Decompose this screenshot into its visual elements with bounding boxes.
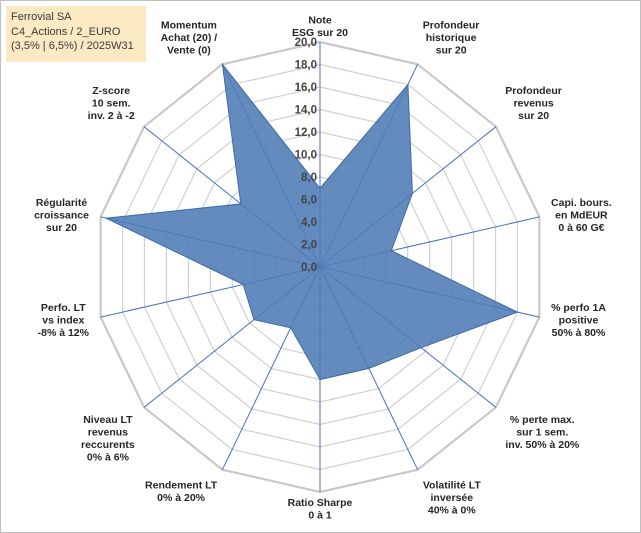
category-label-line: historique <box>426 32 477 44</box>
category-label: Rendement LT 0% à 20% <box>145 480 218 505</box>
category-label-line: Capi. bours. <box>551 197 612 209</box>
category-label-line: vs index <box>42 315 84 327</box>
category-label-line: Régularité <box>36 197 88 209</box>
tick-label: 8,0 <box>301 172 317 184</box>
tick-label: 12,0 <box>295 127 317 139</box>
category-label-line: Achat (20) / <box>161 32 218 44</box>
info-period: (3,5% | 6,5%) / 2025W31 <box>11 40 134 52</box>
category-label: % perte max. sur 1 sem. inv. 50% à 20% <box>505 414 580 451</box>
category-label-line: Momentum <box>161 20 217 32</box>
radar-series <box>104 62 519 381</box>
category-label-line: reccurents <box>81 439 135 451</box>
category-label-line: 40% à 0% <box>428 505 477 517</box>
category-label-line: positive <box>559 315 599 327</box>
tick-label: 20,0 <box>295 37 317 49</box>
category-label-line: revenus <box>513 98 553 110</box>
category-label: Régularité croissance sur 20 <box>34 197 89 234</box>
category-label-line: Volatilité LT <box>423 480 482 492</box>
category-label-line: Niveau LT <box>83 414 133 426</box>
tick-label: 4,0 <box>301 217 317 229</box>
category-label-line: sur 1 sem. <box>516 426 568 438</box>
tick-label: 16,0 <box>295 82 317 94</box>
category-label-line: inversée <box>430 492 473 504</box>
category-label: Ratio Sharpe 0 à 1 <box>288 497 353 522</box>
category-label-line: sur 20 <box>436 45 467 57</box>
category-label: % perfo 1A positive 50% à 80% <box>551 302 606 339</box>
category-label-line: 0 à 1 <box>308 510 332 522</box>
category-label-line: inv. 50% à 20% <box>505 439 580 451</box>
category-label-line: Vente (0) <box>167 45 211 57</box>
category-label-line: 0 à 60 G€ <box>558 222 604 234</box>
category-label-line: Note <box>308 15 331 27</box>
category-label: Z-score 10 sem. inv. 2 à -2 <box>88 85 135 122</box>
category-label-line: % perte max. <box>510 414 575 426</box>
category-label-line: 10 sem. <box>92 98 131 110</box>
category-label-line: Perfo. LT <box>41 302 86 314</box>
category-label-line: en MdEUR <box>555 209 608 221</box>
category-label-line: Z-score <box>92 85 130 97</box>
category-label-line: 0% à 6% <box>87 451 130 463</box>
category-label: Perfo. LT vs index -8% à 12% <box>38 302 90 339</box>
category-label-line: croissance <box>34 209 89 221</box>
radar-tick-labels: 0,0 2,0 4,0 6,0 8,0 10,0 12,0 14,0 16,0 18,0 20,0 <box>295 37 317 274</box>
info-company: Ferrovial SA <box>11 11 72 23</box>
category-label-line: Ratio Sharpe <box>288 497 353 509</box>
category-label-line: revenus <box>88 426 128 438</box>
tick-label: 6,0 <box>301 195 317 207</box>
category-label-line: Profondeur <box>423 20 480 32</box>
info-box: Ferrovial SA C4_Actions / 2_EURO (3,5% |… <box>6 6 146 62</box>
category-label: Capi. bours. en MdEUR 0 à 60 G€ <box>551 197 612 234</box>
category-label: Note ESG sur 20 <box>292 15 348 40</box>
category-label-line: 50% à 80% <box>552 327 606 339</box>
category-label-line: -8% à 12% <box>38 327 90 339</box>
category-label: Niveau LT revenus reccurents 0% à 6% <box>81 414 135 464</box>
category-label: Momentum Achat (20) / Vente (0) <box>161 20 218 57</box>
tick-label: 2,0 <box>301 240 317 252</box>
category-label-line: inv. 2 à -2 <box>88 110 135 122</box>
category-label-line: Profondeur <box>505 85 562 97</box>
tick-label: 0,0 <box>301 262 317 274</box>
info-category: C4_Actions / 2_EURO <box>11 25 121 38</box>
category-label-line: sur 20 <box>518 110 549 122</box>
category-label: Profondeur revenus sur 20 <box>505 85 562 122</box>
tick-label: 10,0 <box>295 150 317 162</box>
tick-label: 18,0 <box>295 60 317 72</box>
category-label-line: 0% à 20% <box>157 492 206 504</box>
category-label-line: % perfo 1A <box>551 302 606 314</box>
category-label-line: sur 20 <box>46 222 77 234</box>
category-label-line: ESG sur 20 <box>292 27 348 39</box>
category-label-line: Rendement LT <box>145 480 218 492</box>
category-label: Volatilité LT inversée 40% à 0% <box>423 480 482 517</box>
category-label: Profondeur historique sur 20 <box>423 20 480 57</box>
tick-label: 14,0 <box>295 105 317 117</box>
